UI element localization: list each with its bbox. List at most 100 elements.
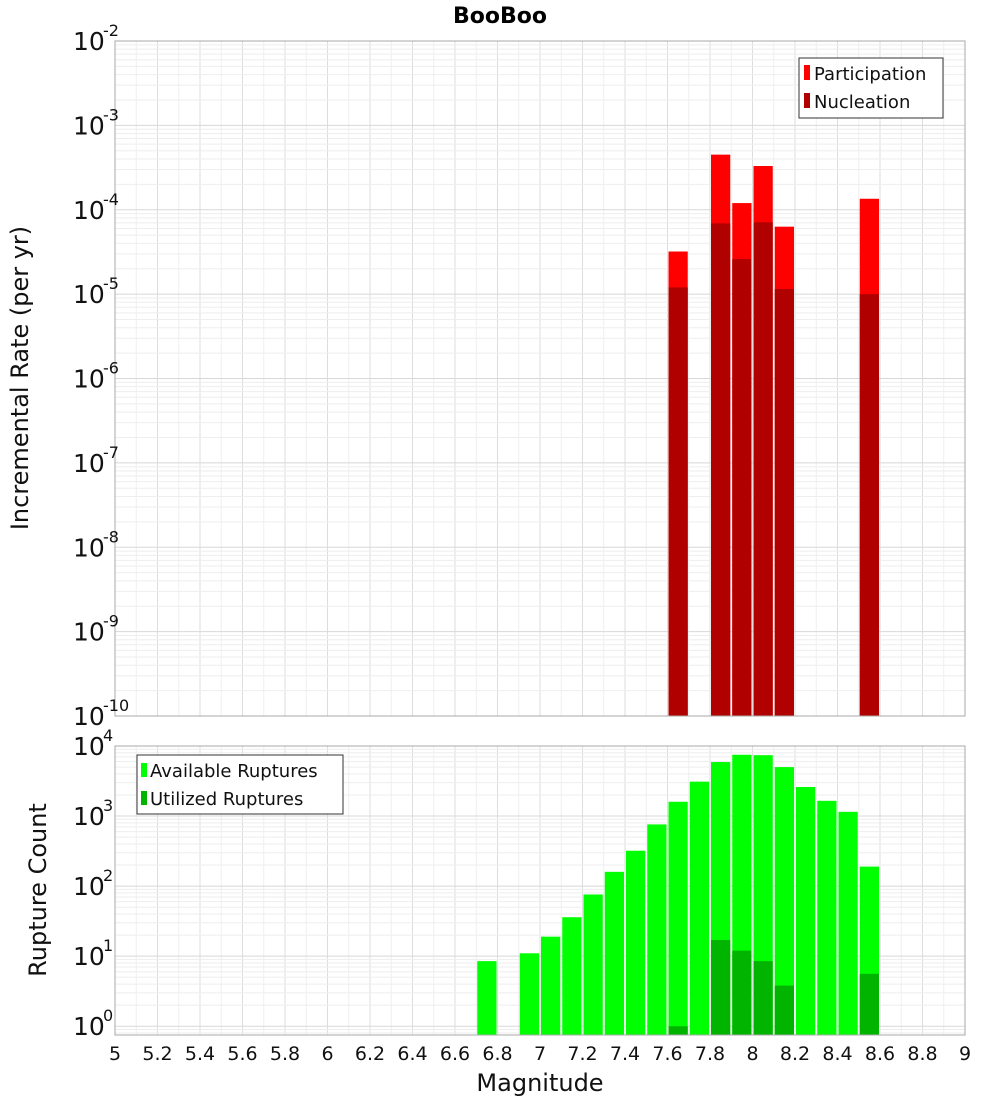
top-bars [668,154,879,717]
y-tick-exponent: -6 [103,359,119,378]
bar-nucleation [774,289,794,716]
bar-utilized-ruptures [668,1026,688,1035]
top-gridlines [114,40,966,717]
x-tick-label: 5.6 [227,1043,257,1065]
bar-utilized-ruptures [753,961,773,1035]
bar-utilized-ruptures [774,985,794,1035]
bar-utilized-ruptures [859,973,879,1035]
legend-label-participation: Participation [814,64,926,85]
top-y-axis-label: Incremental Rate (per yr) [6,226,34,530]
bar-utilized-ruptures [711,940,731,1035]
x-tick-label: 8.2 [780,1043,810,1065]
x-tick-label: 7 [534,1043,546,1065]
y-tick-label: 10 [73,942,105,971]
bar-available-ruptures [519,953,539,1035]
bar-nucleation [668,287,688,716]
y-tick-exponent: 1 [103,936,113,955]
x-tick-label: 7.4 [610,1043,640,1065]
bar-available-ruptures [796,786,816,1035]
x-tick-label: 6.8 [482,1043,512,1065]
bottom-gridlines [114,745,966,1035]
y-tick-exponent: -8 [103,527,119,546]
x-tick-label: 5.4 [185,1043,215,1065]
x-tick-label: 8.8 [907,1043,937,1065]
x-tick-label: 5 [109,1043,121,1065]
x-tick-label: 8.4 [822,1043,852,1065]
y-tick-exponent: -4 [103,190,119,209]
y-tick-exponent: -3 [103,105,119,124]
y-tick-label: 10 [73,27,105,56]
y-tick-exponent: 0 [103,1006,113,1025]
x-tick-label: 7.8 [695,1043,725,1065]
bar-available-ruptures [477,961,497,1035]
legend-swatch-participation [804,65,810,80]
bar-nucleation [711,223,731,716]
legend-swatch-nucleation [804,93,810,108]
bar-available-ruptures [668,801,688,1035]
legend-label-nucleation: Nucleation [814,92,910,113]
bar-available-ruptures [626,850,646,1035]
bottom-y-axis-label: Rupture Count [24,803,52,977]
y-tick-label: 10 [73,802,105,831]
bottom-legend: Available Ruptures Utilized Ruptures [136,754,344,815]
bar-nucleation [753,222,773,716]
legend-label-utilized: Utilized Ruptures [150,789,303,810]
y-tick-label: 10 [73,872,105,901]
bar-available-ruptures [541,936,561,1035]
legend-swatch-utilized [141,791,147,805]
bar-available-ruptures [838,811,858,1035]
y-tick-exponent: 2 [103,866,113,885]
x-tick-label: 6 [321,1043,333,1065]
legend-label-available: Available Ruptures [150,761,318,782]
x-tick-label: 6.6 [440,1043,470,1065]
bar-available-ruptures [689,781,709,1035]
bar-available-ruptures [562,917,582,1035]
x-tick-label: 5.8 [270,1043,300,1065]
bar-available-ruptures [817,800,837,1035]
bottom-bars [477,754,879,1035]
x-tick-label: 8 [746,1043,758,1065]
bar-available-ruptures [774,767,794,1035]
bar-nucleation [859,294,879,716]
bar-available-ruptures [604,871,624,1035]
top-legend: Participation Nucleation [798,57,944,119]
y-tick-label: 10 [73,365,105,394]
y-tick-label: 10 [73,196,105,225]
y-tick-exponent: 3 [103,796,113,815]
top-legend-box [798,57,944,119]
x-tick-label: 7.2 [567,1043,597,1065]
x-tick-label: 6.2 [355,1043,385,1065]
x-tick-label: 9 [959,1043,971,1065]
y-tick-exponent: -9 [103,612,119,631]
bar-utilized-ruptures [732,950,752,1035]
y-tick-label: 10 [73,618,105,647]
bar-nucleation [732,259,752,716]
x-tick-label: 7.6 [652,1043,682,1065]
legend-swatch-available [141,763,147,777]
y-tick-label: 10 [73,533,105,562]
y-tick-label: 10 [73,702,105,731]
y-tick-label: 10 [73,111,105,140]
y-tick-exponent: -7 [103,443,119,462]
x-tick-label: 5.2 [142,1043,172,1065]
y-tick-exponent: -10 [103,696,129,715]
y-tick-exponent: -5 [103,274,119,293]
bar-available-ruptures [647,824,667,1035]
x-tick-labels: 5 5.2 5.4 5.6 5.8 6 6.2 6.4 6.6 6.8 7 7.2 7.4 7.6 7.8 8… [109,1043,971,1065]
chart-title: BooBoo [453,4,547,29]
y-tick-exponent: -2 [103,21,119,40]
y-tick-exponent: 4 [103,726,113,745]
bar-available-ruptures [583,894,603,1035]
bottom-plot-border [114,745,966,1036]
y-tick-label: 10 [73,732,105,761]
bottom-legend-box [136,754,344,815]
y-tick-label: 10 [73,1012,105,1041]
top-plot-border [114,40,966,717]
x-axis-label: Magnitude [476,1069,603,1097]
y-tick-label: 10 [73,280,105,309]
